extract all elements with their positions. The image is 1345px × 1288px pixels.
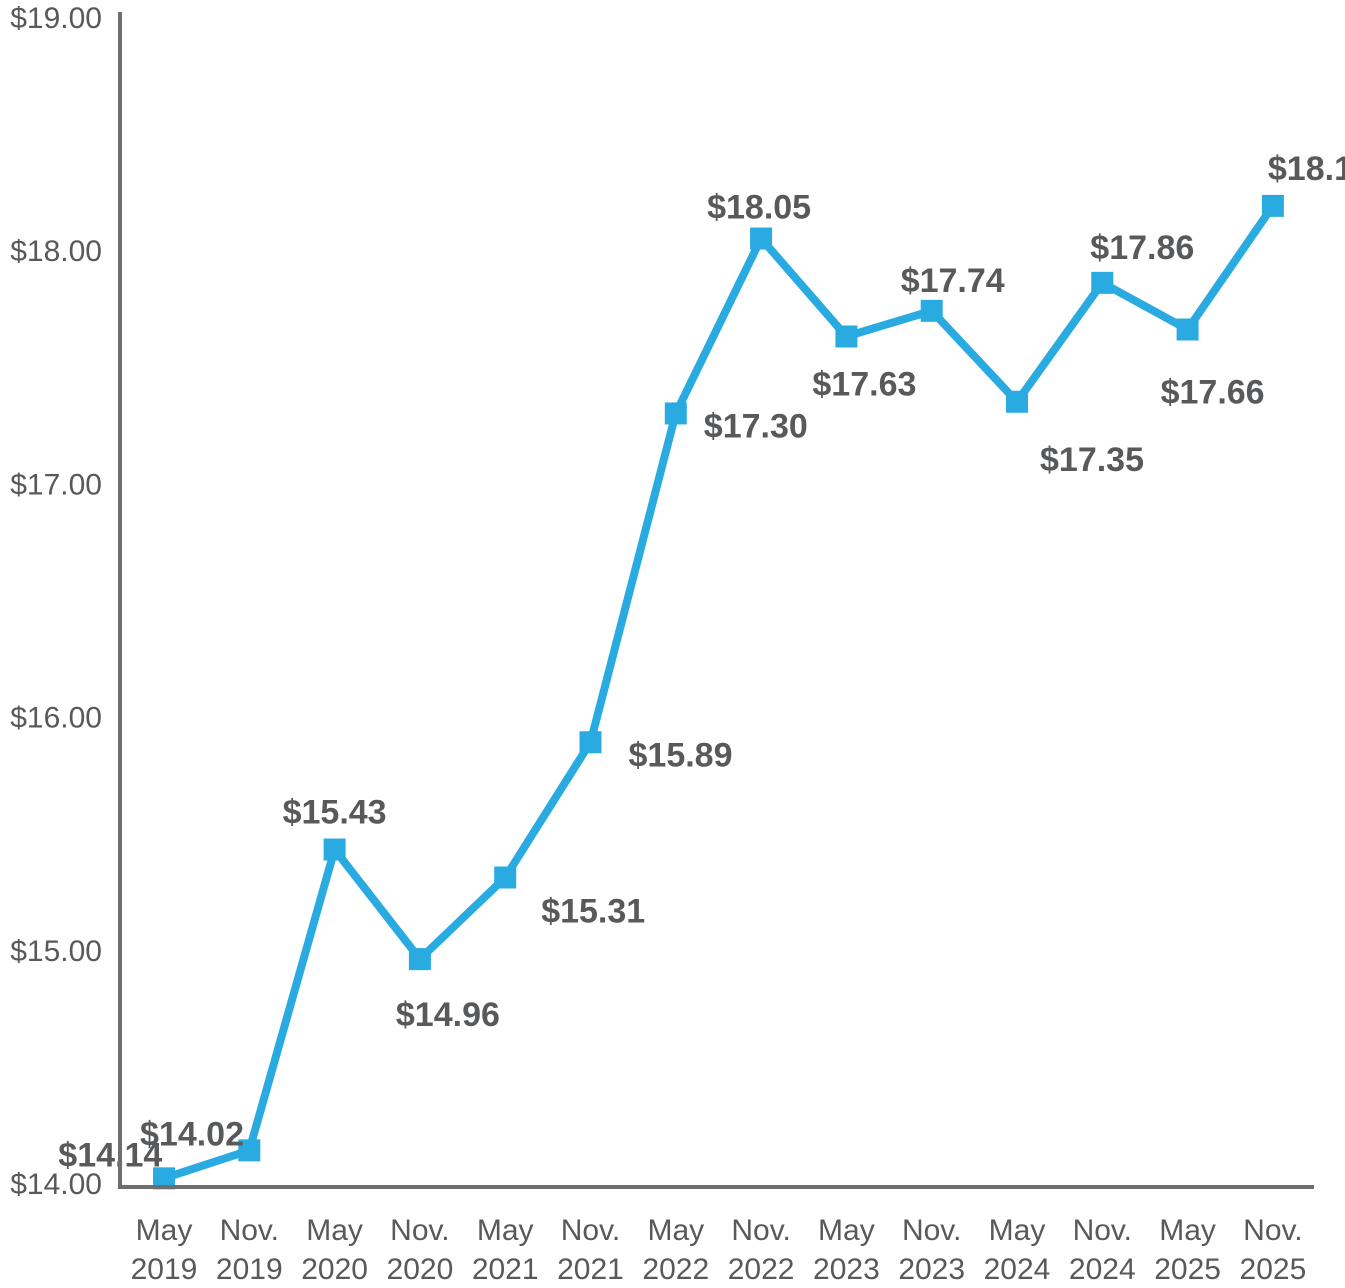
data-point [920,299,943,322]
y-tick-label: $17.00 [10,468,102,501]
x-category-label: May 2020 [301,1214,368,1286]
data-value-label: $17.66 [1161,373,1265,411]
x-category-label: Nov. 2022 [728,1214,795,1286]
x-category-label: Nov. 2025 [1240,1214,1307,1286]
data-value-label: $14.96 [396,996,500,1034]
data-point [1176,318,1199,341]
y-tick-label: $16.00 [10,702,102,735]
y-tick-label: $14.00 [10,1168,102,1201]
x-category-label: Nov. 2020 [387,1214,454,1286]
data-point [750,227,773,250]
y-axis-ticks: $14.00 $15.00 $16.00 $17.00 $18.00 $19.00 [10,2,102,1201]
x-category-label: Nov. 2021 [557,1214,624,1286]
data-point [1091,271,1114,294]
data-value-label: $14.02 [140,1115,244,1153]
data-markers [153,194,1284,1190]
data-point [153,1167,175,1190]
data-value-label: $17.30 [704,407,808,445]
data-point [1006,390,1028,413]
y-tick-label: $15.00 [10,935,102,968]
data-value-label: $15.43 [283,794,387,832]
x-category-label: Nov. 2023 [898,1214,965,1286]
data-value-label: $15.89 [629,736,733,774]
x-category-label: Nov. 2024 [1069,1214,1136,1286]
x-category-label: May 2021 [472,1214,539,1286]
data-value-label: $15.31 [541,893,645,931]
data-point [238,1139,261,1162]
series-line [162,203,1277,1183]
x-category-label: May 2024 [984,1214,1051,1286]
data-value-label: $18.05 [707,189,811,227]
x-category-label: May 2022 [642,1214,709,1286]
data-value-label: $14.14 [58,1136,162,1174]
data-point [323,838,346,861]
x-axis-categories: May 2019 Nov. 2019 May 2020 Nov. 2020 May 2021 Nov… [131,1214,1307,1286]
x-category-label: May 2025 [1154,1214,1221,1286]
y-tick-label: $18.00 [10,235,102,268]
data-value-label: $17.86 [1090,229,1194,267]
data-value-label: $17.74 [901,262,1005,300]
data-point [579,731,602,754]
x-category-label: May 2019 [131,1214,198,1286]
data-point [664,402,687,425]
data-point [408,948,431,971]
data-point [835,325,858,348]
y-tick-label: $19.00 [10,2,102,35]
data-value-label: $18.19 [1268,150,1345,188]
data-point [494,866,517,889]
data-labels: $14.02$14.14 $15.43 $14.96 $15.31 $15.89 $17.… [58,150,1345,1174]
data-value-label: $17.63 [812,365,916,403]
x-category-label: May 2023 [813,1214,880,1286]
data-value-label: $17.35 [1040,441,1144,479]
data-point [1261,194,1284,217]
x-category-label: Nov. 2019 [216,1214,283,1286]
